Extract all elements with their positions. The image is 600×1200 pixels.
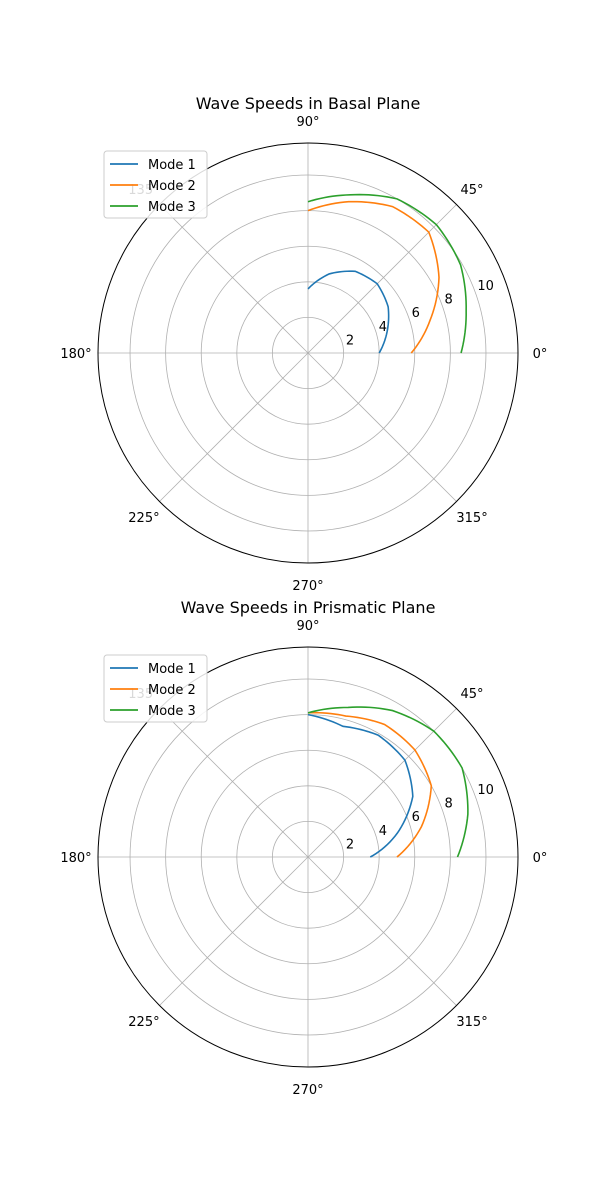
angular-grid-line: [307, 204, 457, 354]
legend-label: Mode 2: [148, 179, 196, 194]
theta-tick-label: 0°: [533, 347, 548, 362]
legend-label: Mode 3: [148, 704, 196, 719]
theta-tick-label: 315°: [456, 1015, 487, 1030]
series-line-mode-3: [307, 706, 469, 858]
r-tick-label: 10: [477, 279, 494, 294]
legend-label: Mode 2: [148, 683, 196, 698]
theta-tick-label: 45°: [461, 687, 484, 702]
r-tick-label: 6: [412, 306, 420, 321]
angular-grid-line: [307, 352, 457, 502]
series-line-mode-2: [307, 711, 433, 858]
polar-chart-1: Wave Speeds in Basal Plane0°45°90°135°18…: [60, 94, 547, 594]
theta-tick-label: 0°: [533, 851, 548, 866]
legend-label: Mode 3: [148, 200, 196, 215]
theta-tick-label: 315°: [456, 511, 487, 526]
series-line-mode-1: [307, 713, 414, 858]
theta-tick-label: 45°: [461, 183, 484, 198]
polar-frame: [97, 646, 519, 1068]
theta-tick-label: 90°: [296, 619, 319, 634]
angular-grid-line: [159, 856, 309, 1006]
r-tick-label: 8: [445, 797, 453, 812]
legend-box: [103, 654, 208, 723]
series-line-mode-3: [307, 193, 467, 354]
r-tick-label: 8: [445, 293, 453, 308]
legend-label: Mode 1: [148, 662, 196, 677]
theta-tick-label: 180°: [60, 851, 91, 866]
theta-tick-label: 90°: [296, 115, 319, 130]
theta-tick-label: 225°: [128, 511, 159, 526]
legend-box: [103, 150, 208, 219]
polar-chart-2: Wave Speeds in Prismatic Plane0°45°90°13…: [60, 598, 547, 1098]
legend: Mode 1 Mode 2 Mode 3: [103, 150, 208, 219]
chart-title: Wave Speeds in Prismatic Plane: [181, 598, 436, 617]
angular-grid-line: [307, 708, 457, 858]
angular-grid-line: [159, 708, 309, 858]
r-tick-label: 10: [477, 783, 494, 798]
theta-tick-label: 225°: [128, 1015, 159, 1030]
angular-grid-line: [307, 856, 457, 1006]
chart-title: Wave Speeds in Basal Plane: [196, 94, 421, 113]
r-tick-label: 4: [379, 320, 387, 335]
series-line-mode-1: [307, 270, 390, 354]
r-tick-label: 2: [346, 837, 354, 852]
series-line-mode-2: [307, 200, 440, 354]
r-tick-label: 6: [412, 810, 420, 825]
angular-grid-line: [159, 352, 309, 502]
r-tick-label: 2: [346, 333, 354, 348]
legend: Mode 1 Mode 2 Mode 3: [103, 654, 208, 723]
theta-tick-label: 270°: [292, 579, 323, 594]
angular-grid-line: [159, 204, 309, 354]
legend-label: Mode 1: [148, 158, 196, 173]
theta-tick-label: 180°: [60, 347, 91, 362]
polar-frame: [97, 142, 519, 564]
theta-tick-label: 270°: [292, 1083, 323, 1098]
r-tick-label: 4: [379, 824, 387, 839]
